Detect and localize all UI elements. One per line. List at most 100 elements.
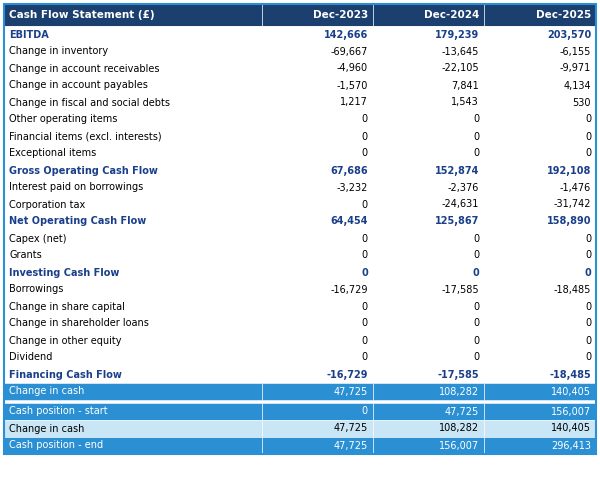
Text: 47,725: 47,725 — [445, 406, 479, 416]
Text: 140,405: 140,405 — [551, 424, 591, 434]
Text: Change in cash: Change in cash — [9, 386, 85, 396]
Text: 0: 0 — [362, 336, 368, 345]
Bar — [484, 77, 596, 94]
Text: 156,007: 156,007 — [551, 406, 591, 416]
Bar — [373, 196, 484, 213]
Text: 0: 0 — [585, 114, 591, 124]
Text: 0: 0 — [362, 148, 368, 158]
Text: -13,645: -13,645 — [442, 46, 479, 56]
Text: 530: 530 — [572, 98, 591, 108]
Bar — [373, 247, 484, 264]
Bar — [262, 213, 373, 230]
Bar — [373, 264, 484, 281]
Text: 0: 0 — [472, 268, 479, 278]
Bar — [484, 213, 596, 230]
Bar — [373, 60, 484, 77]
Bar — [484, 383, 596, 400]
Bar — [262, 128, 373, 145]
Text: Change in fiscal and social debts: Change in fiscal and social debts — [9, 98, 170, 108]
Text: 0: 0 — [585, 318, 591, 328]
Bar — [484, 281, 596, 298]
Bar — [484, 332, 596, 349]
Bar — [4, 60, 262, 77]
Text: 4,134: 4,134 — [563, 80, 591, 90]
Bar — [262, 349, 373, 366]
Bar — [262, 60, 373, 77]
Text: 179,239: 179,239 — [435, 30, 479, 40]
Bar — [262, 94, 373, 111]
Bar — [373, 230, 484, 247]
Text: 0: 0 — [585, 148, 591, 158]
Text: 0: 0 — [361, 268, 368, 278]
Bar — [4, 383, 262, 400]
Text: -22,105: -22,105 — [442, 64, 479, 74]
Text: Cash position - start: Cash position - start — [9, 406, 107, 416]
Bar — [4, 420, 262, 437]
Text: Change in shareholder loans: Change in shareholder loans — [9, 318, 149, 328]
Bar — [4, 264, 262, 281]
Bar — [484, 60, 596, 77]
Text: Capex (net): Capex (net) — [9, 234, 67, 243]
Bar — [262, 403, 373, 420]
Bar — [373, 213, 484, 230]
Text: 0: 0 — [473, 352, 479, 362]
Text: 7,841: 7,841 — [451, 80, 479, 90]
Text: Financial items (excl. interests): Financial items (excl. interests) — [9, 132, 161, 141]
Text: Change in inventory: Change in inventory — [9, 46, 108, 56]
Text: 0: 0 — [362, 302, 368, 312]
Bar — [373, 145, 484, 162]
Bar — [4, 230, 262, 247]
Bar — [4, 196, 262, 213]
Text: 0: 0 — [362, 234, 368, 243]
Bar — [484, 4, 596, 26]
Text: Financing Cash Flow: Financing Cash Flow — [9, 370, 122, 380]
Bar — [373, 437, 484, 454]
Text: -16,729: -16,729 — [326, 370, 368, 380]
Text: Cash position - end: Cash position - end — [9, 440, 103, 450]
Text: 0: 0 — [362, 200, 368, 209]
Text: 0: 0 — [584, 268, 591, 278]
Text: Exceptional items: Exceptional items — [9, 148, 96, 158]
Bar — [373, 26, 484, 43]
Text: 0: 0 — [585, 302, 591, 312]
Bar — [484, 247, 596, 264]
Bar — [262, 145, 373, 162]
Text: -16,729: -16,729 — [331, 284, 368, 294]
Bar — [4, 145, 262, 162]
Text: 47,725: 47,725 — [334, 424, 368, 434]
Text: -1,476: -1,476 — [560, 182, 591, 192]
Text: -9,971: -9,971 — [560, 64, 591, 74]
Text: 108,282: 108,282 — [439, 424, 479, 434]
Bar — [262, 264, 373, 281]
Bar — [484, 315, 596, 332]
Text: Change in other equity: Change in other equity — [9, 336, 121, 345]
Text: 1,543: 1,543 — [451, 98, 479, 108]
Bar — [484, 43, 596, 60]
Bar — [373, 4, 484, 26]
Text: Change in cash: Change in cash — [9, 424, 85, 434]
Bar — [4, 162, 262, 179]
Text: 0: 0 — [362, 352, 368, 362]
Text: Cash Flow Statement (£): Cash Flow Statement (£) — [9, 10, 155, 20]
Text: -2,376: -2,376 — [448, 182, 479, 192]
Text: 0: 0 — [362, 250, 368, 260]
Bar — [484, 403, 596, 420]
Bar — [484, 366, 596, 383]
Bar — [262, 247, 373, 264]
Bar — [373, 179, 484, 196]
Bar — [262, 4, 373, 26]
Text: 0: 0 — [585, 336, 591, 345]
Bar — [262, 196, 373, 213]
Bar — [373, 94, 484, 111]
Bar — [484, 128, 596, 145]
Text: 0: 0 — [473, 250, 479, 260]
Text: 152,874: 152,874 — [435, 166, 479, 175]
Bar — [262, 77, 373, 94]
Text: 0: 0 — [585, 234, 591, 243]
Bar — [484, 179, 596, 196]
Bar — [484, 196, 596, 213]
Text: 158,890: 158,890 — [547, 216, 591, 226]
Bar — [262, 332, 373, 349]
Bar — [484, 145, 596, 162]
Text: 67,686: 67,686 — [330, 166, 368, 175]
